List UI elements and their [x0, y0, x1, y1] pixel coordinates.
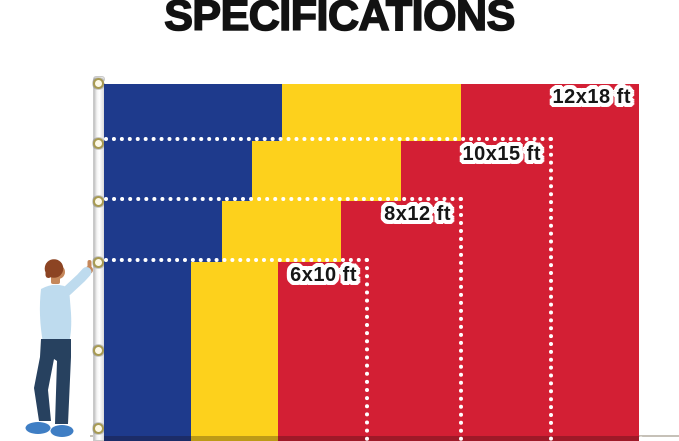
page-title: SPECIFICATIONS [163, 0, 516, 41]
grommet [93, 422, 104, 434]
size-label: 10x15 ft [462, 143, 541, 165]
stripe-blue [104, 262, 191, 441]
person-torso [39, 284, 72, 343]
stripe-yellow [191, 262, 278, 441]
person-illustration [25, 259, 93, 437]
grommet [93, 344, 104, 356]
tricolor-stripes [104, 262, 365, 441]
grommet [93, 195, 104, 207]
person-arm [62, 267, 92, 296]
person-hair-back [45, 267, 52, 278]
flag-6x10: 6x10 ft [104, 258, 369, 441]
size-label: 12x18 ft [552, 86, 631, 108]
person-shoe-left [25, 422, 51, 434]
size-label: 6x10 ft [290, 264, 357, 286]
size-label: 8x12 ft [384, 203, 451, 225]
person-shoe-right [50, 425, 74, 437]
person-legs [34, 339, 71, 424]
grommet [93, 137, 104, 149]
stripe-red [278, 262, 365, 441]
grommet [93, 256, 104, 268]
grommet [93, 77, 104, 89]
